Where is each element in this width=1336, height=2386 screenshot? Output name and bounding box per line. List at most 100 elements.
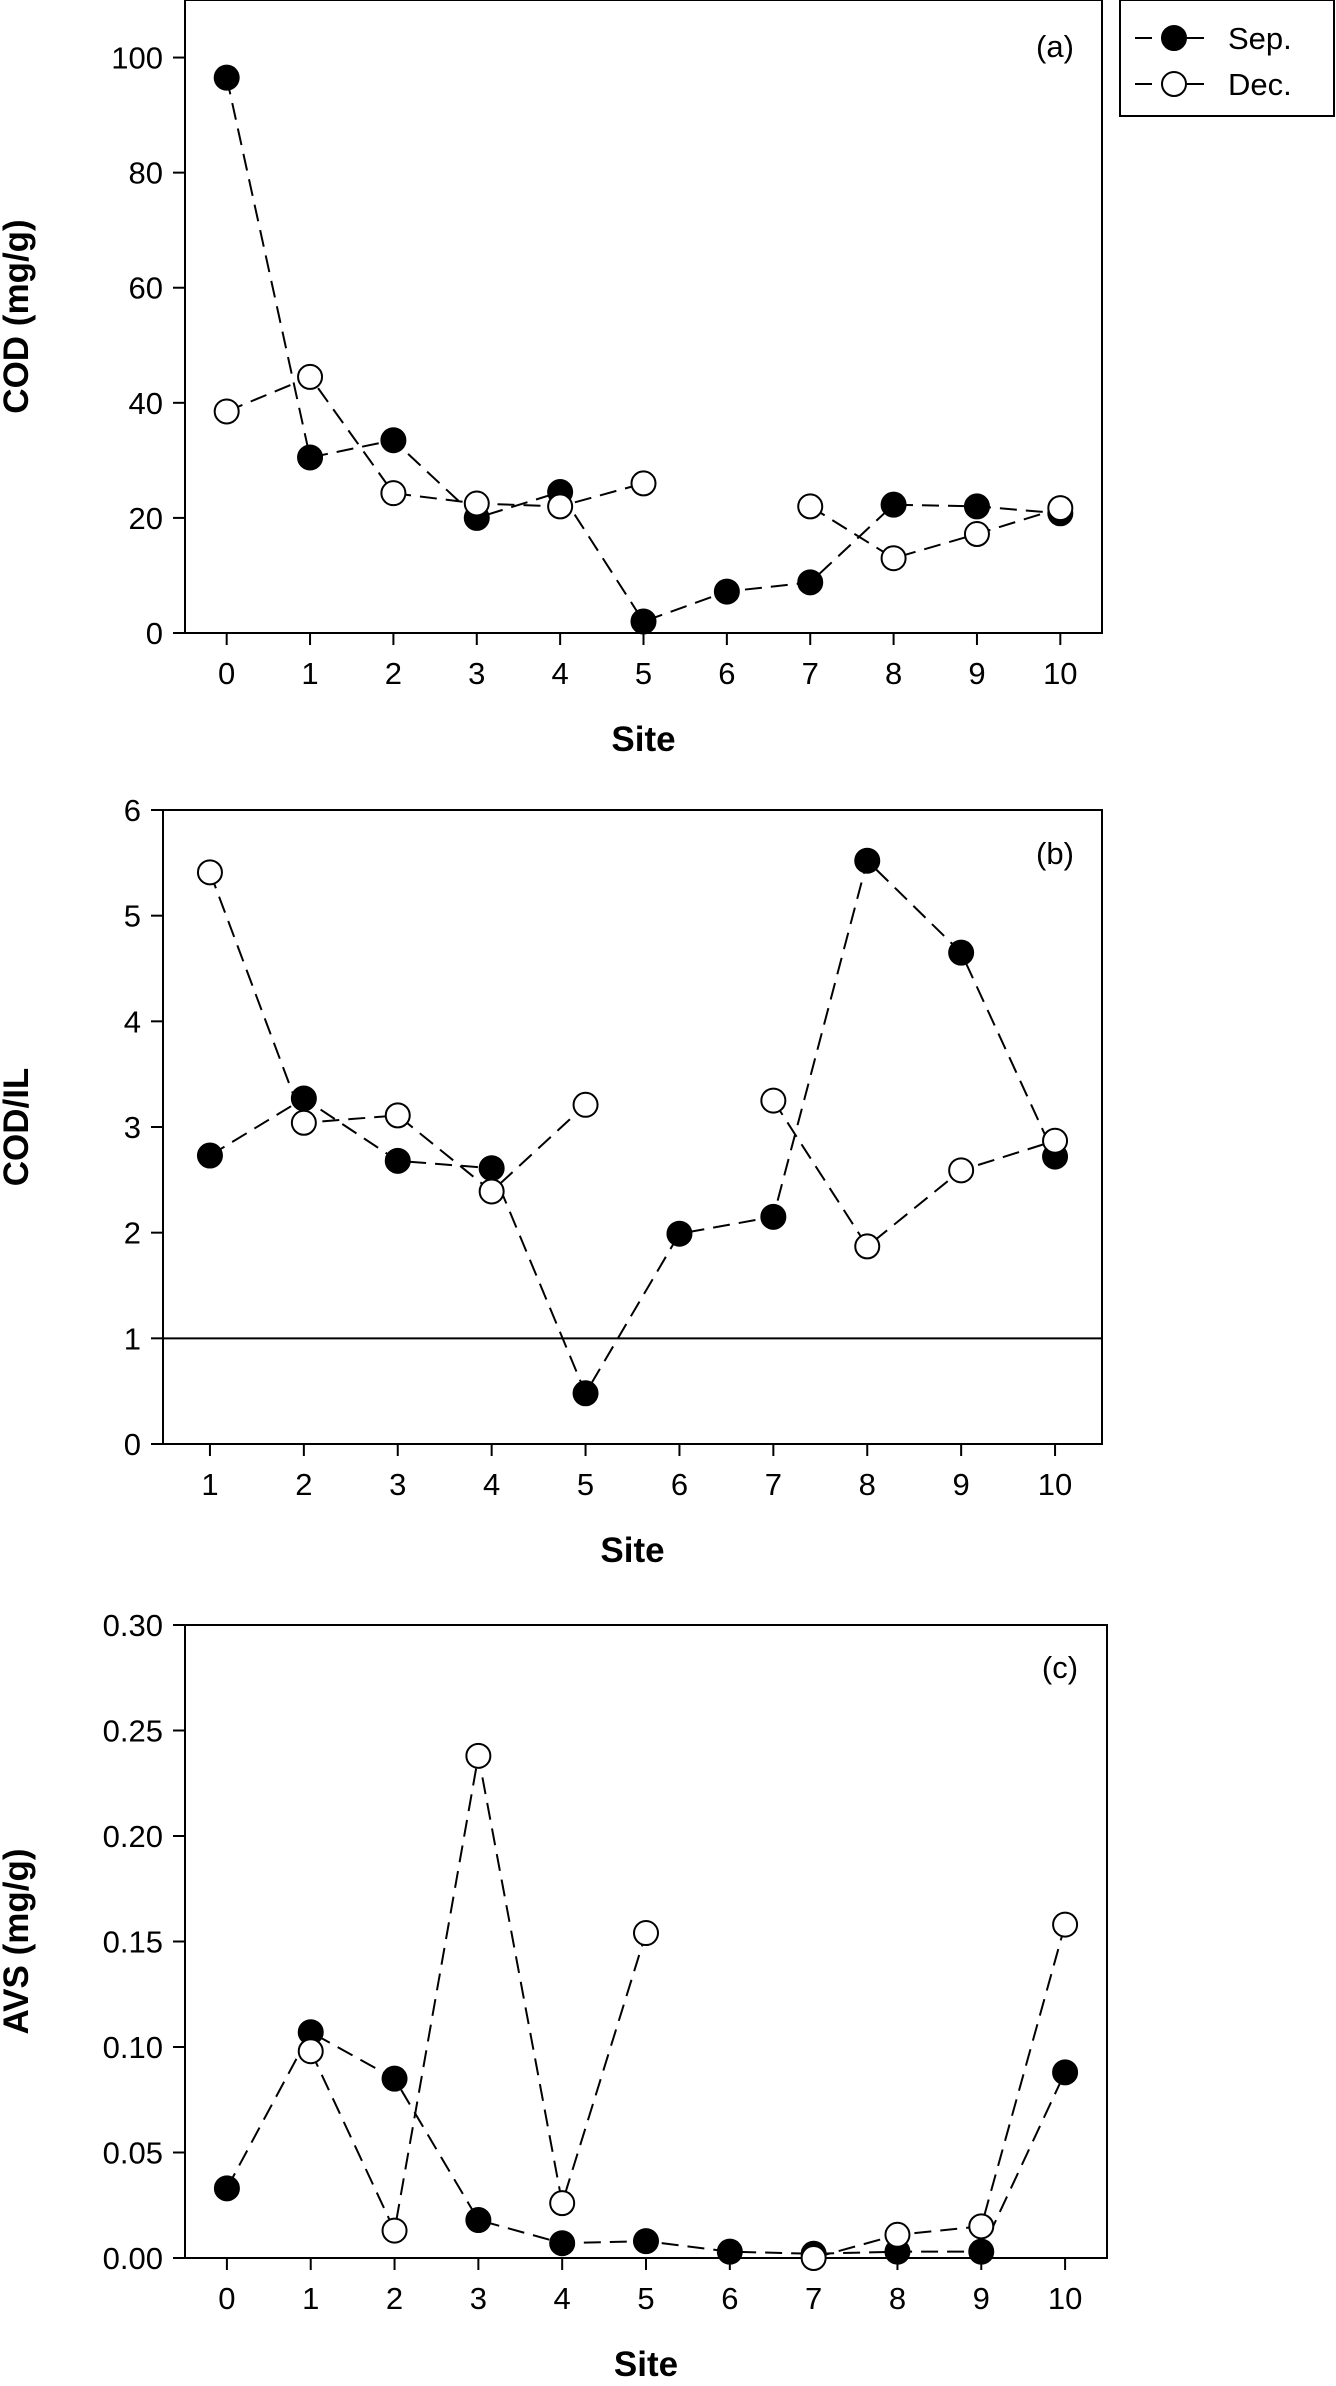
y-tick-label-c: 0.25 (103, 1714, 163, 1749)
data-point-sep-c (716, 2238, 743, 2265)
legend-sep-marker (1161, 25, 1187, 51)
y-tick-label-c: 0.15 (103, 1925, 163, 1960)
y-tick-label-a: 20 (129, 501, 163, 536)
y-tick-label-a: 60 (129, 271, 163, 306)
panel-label-a: (a) (1036, 29, 1074, 64)
x-tick-label-c: 9 (973, 2281, 990, 2316)
legend-dec-label: Dec. (1228, 67, 1292, 102)
data-point-sep-c (465, 2207, 492, 2234)
data-point-dec-a (797, 493, 824, 520)
x-tick-label-b: 9 (953, 1467, 970, 1502)
data-point-sep-a (963, 493, 990, 520)
legend-sep-label: Sep. (1228, 21, 1292, 56)
y-tick-label-c: 0.20 (103, 1819, 163, 1854)
data-point-sep-b (196, 1142, 223, 1169)
data-point-sep-b (666, 1220, 693, 1247)
x-tick-label-b: 3 (389, 1467, 406, 1502)
x-tick-label-c: 0 (218, 2281, 235, 2316)
x-tick-label-c: 8 (889, 2281, 906, 2316)
x-tick-label-a: 9 (968, 656, 985, 691)
x-tick-label-a: 8 (885, 656, 902, 691)
legend-box (1119, 0, 1335, 117)
data-point-dec-c (297, 2038, 324, 2065)
data-point-sep-b (572, 1380, 599, 1407)
data-point-dec-b (948, 1157, 975, 1184)
data-point-dec-b (290, 1109, 317, 1136)
x-tick-label-a: 3 (468, 656, 485, 691)
series-line-dec-c-1 (813, 1924, 1067, 2259)
panel-label-b: (b) (1036, 836, 1074, 871)
x-tick-label-b: 6 (671, 1467, 688, 1502)
y-tick-label-b: 0 (124, 1427, 141, 1462)
data-point-sep-a (630, 608, 657, 635)
data-point-sep-c (1052, 2059, 1079, 2086)
data-point-dec-a (547, 493, 574, 520)
x-tick-label-b: 1 (201, 1467, 218, 1502)
data-point-sep-b (478, 1155, 505, 1182)
x-tick-label-c: 2 (386, 2281, 403, 2316)
data-point-sep-b (760, 1203, 787, 1230)
y-tick-label-a: 100 (111, 41, 163, 76)
y-axis-title-b: COD/IL (0, 1068, 36, 1187)
series-line-sep-b-0 (209, 858, 1056, 1396)
y-tick-label-b: 4 (124, 1004, 141, 1039)
y-axis-title-c: AVS (mg/g) (0, 1848, 36, 2034)
x-tick-label-a: 2 (385, 656, 402, 691)
x-tick-label-b: 8 (859, 1467, 876, 1502)
x-tick-label-c: 5 (637, 2281, 654, 2316)
y-tick-label-c: 0.10 (103, 2030, 163, 2065)
x-tick-label-b: 2 (295, 1467, 312, 1502)
data-point-dec-b (196, 859, 223, 886)
data-point-sep-b (384, 1147, 411, 1174)
data-point-sep-c (968, 2238, 995, 2265)
data-point-sep-c (633, 2228, 659, 2255)
x-axis-title-c: Site (614, 2345, 678, 2384)
y-tick-label-a: 80 (129, 156, 163, 191)
data-point-sep-a (213, 64, 240, 91)
x-tick-label-a: 1 (301, 656, 318, 691)
y-tick-label-b: 5 (124, 899, 141, 934)
data-point-dec-b (854, 1233, 881, 1260)
data-point-dec-c (549, 2190, 576, 2217)
series-line-sep-a-0 (225, 77, 1061, 623)
x-tick-label-c: 3 (470, 2281, 487, 2316)
data-point-sep-b (290, 1085, 317, 1112)
data-point-dec-a (630, 470, 657, 497)
series-line-sep-c-0 (226, 2030, 1066, 2255)
data-point-sep-a (297, 444, 324, 471)
x-tick-label-a: 6 (718, 656, 735, 691)
data-point-dec-a (380, 480, 407, 507)
series-line-dec-c-0 (309, 1755, 647, 2234)
data-point-dec-a (213, 398, 240, 425)
data-point-dec-b (760, 1087, 787, 1114)
x-tick-label-a: 10 (1043, 656, 1077, 691)
series-line-dec-a-0 (226, 375, 644, 508)
data-point-dec-c (968, 2213, 995, 2240)
data-point-sep-c (549, 2230, 576, 2257)
data-point-dec-a (880, 545, 907, 572)
data-point-dec-a (1047, 495, 1074, 522)
series-line-dec-b-0 (209, 871, 587, 1193)
data-point-sep-a (713, 578, 740, 605)
x-tick-label-c: 1 (302, 2281, 319, 2316)
data-point-sep-a (380, 427, 407, 454)
data-point-sep-a (880, 491, 907, 518)
x-tick-label-a: 7 (802, 656, 819, 691)
y-tick-label-c: 0.30 (103, 1608, 163, 1643)
x-tick-label-b: 4 (483, 1467, 500, 1502)
y-tick-label-b: 2 (124, 1216, 141, 1251)
x-axis-title-a: Site (611, 720, 675, 759)
y-axis-title-a: COD (mg/g) (0, 219, 36, 413)
x-tick-label-b: 5 (577, 1467, 594, 1502)
y-tick-label-b: 6 (124, 793, 141, 828)
data-point-dec-a (463, 490, 490, 517)
data-point-dec-c (1052, 1911, 1079, 1938)
x-tick-label-c: 6 (721, 2281, 738, 2316)
y-tick-label-a: 0 (146, 616, 163, 651)
x-tick-label-a: 0 (218, 656, 235, 691)
data-point-dec-a (963, 521, 990, 548)
data-point-dec-b (1042, 1127, 1069, 1154)
panel-label-c: (c) (1042, 1650, 1078, 1685)
